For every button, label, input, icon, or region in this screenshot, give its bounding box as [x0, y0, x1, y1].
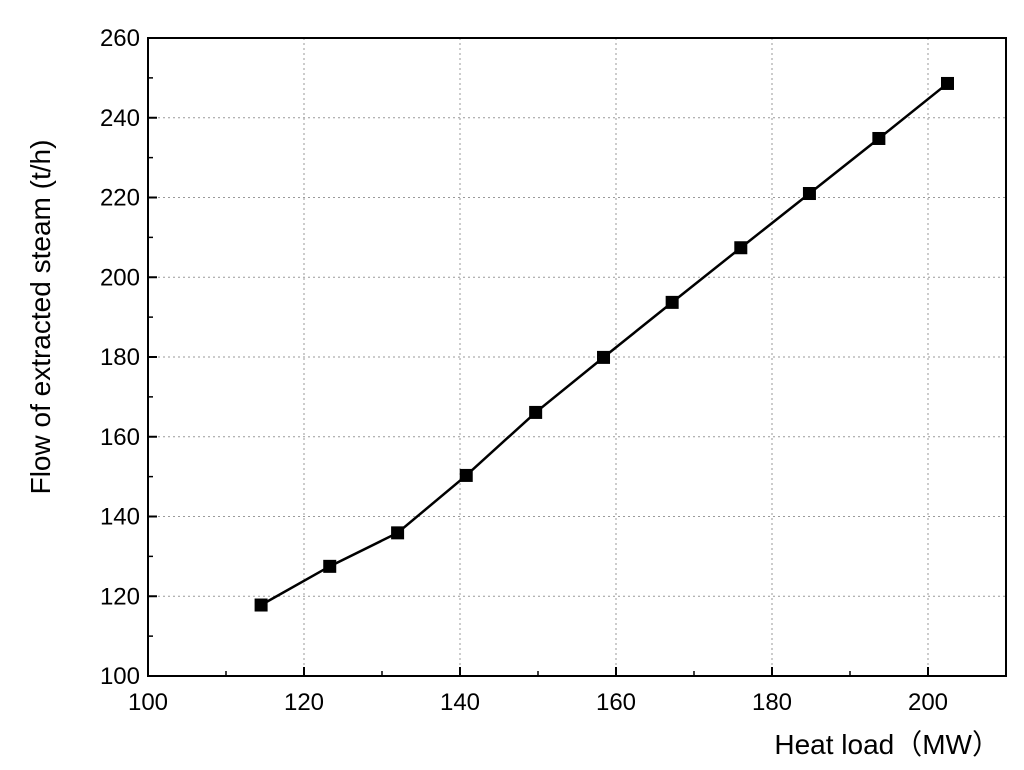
y-tick-label: 120: [100, 583, 140, 610]
y-axis-label: Flow of extracted steam (t/h): [25, 140, 56, 495]
data-series: [254, 76, 954, 612]
tick-labels: 100 120 140 160 180 200 100 120 140 160 180 200 220 2…: [100, 25, 948, 716]
y-tick-label: 140: [100, 504, 140, 531]
data-point-marker: [941, 76, 954, 90]
data-point-marker: [254, 598, 268, 612]
x-tick-label: 100: [128, 689, 168, 716]
y-tick-label: 240: [100, 105, 140, 132]
data-point-marker: [734, 241, 748, 255]
grid-lines: [148, 38, 1006, 676]
y-tick-label: 180: [100, 344, 140, 371]
data-point-marker: [802, 187, 816, 201]
data-point-marker: [391, 526, 405, 540]
x-tick-label: 160: [596, 689, 636, 716]
y-tick-label: 100: [100, 663, 140, 690]
data-point-marker: [597, 350, 611, 364]
data-point-marker: [529, 405, 543, 419]
x-tick-label: 200: [908, 689, 948, 716]
x-tick-label: 120: [284, 689, 324, 716]
plot-frame: [147, 37, 1007, 677]
x-tick-label: 180: [752, 689, 792, 716]
y-tick-label: 260: [100, 25, 140, 52]
data-point-marker: [323, 559, 337, 573]
y-tick-label: 160: [100, 424, 140, 451]
data-point-marker: [665, 295, 679, 309]
series-line: [260, 82, 949, 607]
y-tick-label: 200: [100, 264, 140, 291]
y-tick-label: 220: [100, 185, 140, 212]
data-point-marker: [872, 131, 886, 145]
x-tick-label: 140: [440, 689, 480, 716]
data-point-marker: [459, 468, 473, 482]
x-axis-label: Heat load（MW）: [774, 729, 1000, 760]
